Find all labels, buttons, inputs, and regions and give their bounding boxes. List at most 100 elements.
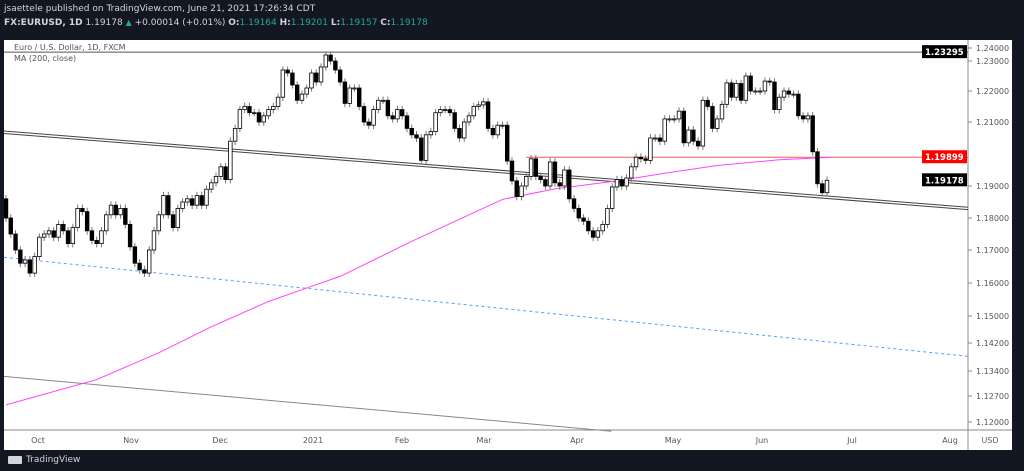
x-tick-label: Oct <box>31 436 45 445</box>
legend-indicator[interactable]: MA (200, close) <box>14 54 77 63</box>
candle-up <box>371 109 376 126</box>
candle-down <box>404 115 410 129</box>
candle-down <box>543 179 548 187</box>
candle-up <box>438 109 443 114</box>
y-tick-label: 1.21000 <box>976 118 1009 127</box>
candle-up <box>156 214 161 232</box>
candle-up <box>146 249 152 274</box>
candle-down <box>657 137 663 142</box>
candle-up <box>633 156 639 168</box>
candle-up <box>275 96 281 107</box>
candle-up <box>442 109 448 111</box>
candle-up <box>462 121 467 139</box>
candle-down <box>772 81 777 111</box>
y-tick-label: 1.12700 <box>976 392 1009 401</box>
candle-down <box>452 112 457 129</box>
candle-up <box>700 99 706 147</box>
candle-up <box>805 115 811 120</box>
y-tick-label: 1.17000 <box>976 246 1009 255</box>
candle-up <box>662 118 667 142</box>
candle-down <box>586 220 591 232</box>
trendline-lower[interactable] <box>4 132 969 211</box>
x-tick-label: 2021 <box>303 436 323 445</box>
candle-down <box>127 223 133 248</box>
candle-down <box>285 69 290 74</box>
candle-up <box>232 128 238 142</box>
candle-down <box>247 106 252 114</box>
thin-trendline[interactable] <box>4 375 612 432</box>
x-tick-label: Apr <box>570 436 585 445</box>
candle-down <box>710 106 715 129</box>
candle-up <box>648 137 653 161</box>
currency-label[interactable]: USD <box>981 436 998 445</box>
candle-down <box>810 115 815 153</box>
candle-down <box>399 109 405 117</box>
candle-up <box>376 99 381 110</box>
candle-down <box>786 90 792 95</box>
chart-legend: Euro / U.S. Dollar, 1D, FXCM MA (200, cl… <box>14 42 126 64</box>
candle-up <box>352 87 357 90</box>
price-label: 1.19899 <box>925 153 964 163</box>
y-tick-label: 1.23000 <box>976 57 1009 66</box>
x-tick-label: Mar <box>476 436 492 445</box>
candle-up <box>500 124 505 127</box>
candle-down <box>361 106 367 123</box>
candle-down <box>13 233 18 251</box>
candle-down <box>681 110 687 144</box>
candle-down <box>638 156 644 160</box>
candle-up <box>610 186 615 209</box>
candle-up <box>37 236 42 257</box>
y-tick-label: 1.22000 <box>976 87 1009 96</box>
candle-up <box>75 207 80 228</box>
candle-up <box>228 140 233 180</box>
x-tick-label: Dec <box>212 436 227 445</box>
candle-down <box>538 175 543 180</box>
candle-down <box>409 128 414 136</box>
candle-down <box>820 183 825 194</box>
candle-up <box>547 161 553 187</box>
brand[interactable]: TradingView <box>26 455 81 465</box>
price-label-box <box>922 150 967 164</box>
candle-up <box>686 129 691 144</box>
candle-down <box>490 128 496 136</box>
open-label: O: <box>228 18 240 28</box>
candle-up <box>104 214 109 232</box>
low-value: 1.19157 <box>340 18 378 28</box>
candle-down <box>581 217 586 222</box>
candle-down <box>132 246 138 264</box>
symbol[interactable]: FX:EURUSD, 1D <box>4 18 83 28</box>
candlestick-chart[interactable]: 1.24000 1.23000 1.22000 1.21000 1.19000 1.180… <box>4 40 1012 450</box>
candle-up <box>108 204 114 216</box>
candle-up <box>194 195 200 206</box>
candle-down <box>65 230 71 245</box>
candle-up <box>753 90 758 93</box>
symbol-line: FX:EURUSD, 1D 1.19178 ▲ +0.00014 (+0.01%… <box>4 16 428 30</box>
candle-up <box>304 87 309 95</box>
candle-down <box>80 207 85 212</box>
x-tick-label: Aug <box>942 436 958 445</box>
footer: TradingView <box>8 455 80 465</box>
candle-down <box>695 140 701 147</box>
trendline-upper[interactable] <box>4 130 969 208</box>
candle-down <box>142 269 147 274</box>
last-price: 1.19178 <box>85 18 123 28</box>
candle-up <box>519 185 524 197</box>
candle-up <box>41 233 47 238</box>
chart-area[interactable]: 1.24000 1.23000 1.22000 1.21000 1.19000 1.180… <box>4 40 1012 450</box>
up-arrow-icon: ▲ <box>125 18 132 27</box>
candle-down <box>729 82 734 98</box>
candle-down <box>84 211 90 232</box>
candle-up <box>266 109 271 117</box>
candle-up <box>605 207 610 225</box>
candle-down <box>552 161 558 184</box>
candle-down <box>504 124 510 162</box>
candle-down <box>94 239 99 244</box>
y-tick-label: 1.12000 <box>976 418 1009 427</box>
candle-down <box>457 128 462 139</box>
candle-up <box>624 177 629 187</box>
ma-200-line[interactable] <box>5 156 832 406</box>
candle-up <box>151 230 157 251</box>
candle-up <box>481 101 486 106</box>
candle-down <box>748 75 753 92</box>
candle-up <box>213 175 219 184</box>
